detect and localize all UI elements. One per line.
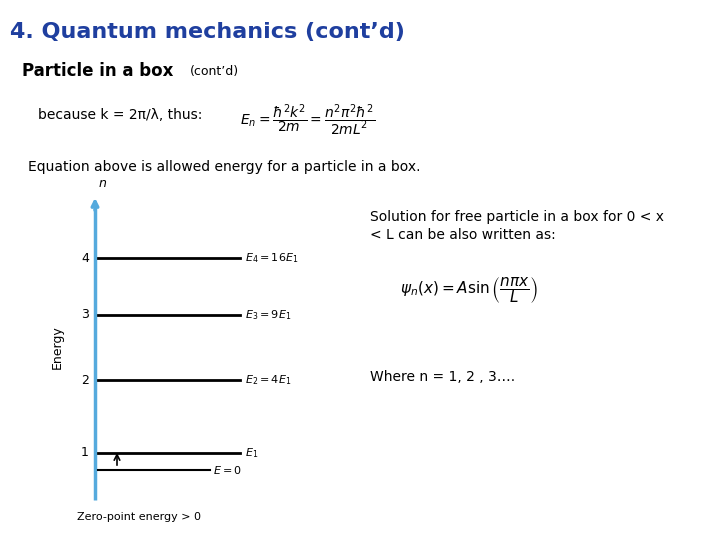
- Text: 4. Quantum mechanics (cont’d): 4. Quantum mechanics (cont’d): [10, 22, 405, 42]
- Text: $E = 0$: $E = 0$: [213, 464, 242, 476]
- Text: because k = 2π/λ, thus:: because k = 2π/λ, thus:: [38, 108, 202, 122]
- Text: $E_3 = 9E_1$: $E_3 = 9E_1$: [245, 308, 292, 322]
- Text: (cont’d): (cont’d): [190, 65, 239, 78]
- Text: < L can be also written as:: < L can be also written as:: [370, 228, 556, 242]
- Text: Particle in a box: Particle in a box: [22, 62, 174, 80]
- Text: 4: 4: [81, 252, 89, 265]
- Text: 3: 3: [81, 308, 89, 321]
- Text: Where n = 1, 2 , 3….: Where n = 1, 2 , 3….: [370, 370, 515, 384]
- Text: $E_4 = 16E_1$: $E_4 = 16E_1$: [245, 251, 298, 265]
- Text: $E_2 = 4E_1$: $E_2 = 4E_1$: [245, 373, 292, 387]
- Text: 1: 1: [81, 447, 89, 460]
- Text: Equation above is allowed energy for a particle in a box.: Equation above is allowed energy for a p…: [28, 160, 420, 174]
- Text: Energy: Energy: [50, 326, 63, 369]
- Text: 2: 2: [81, 374, 89, 387]
- Text: $\psi_n(x) = A\sin\left(\dfrac{n\pi x}{L}\right)$: $\psi_n(x) = A\sin\left(\dfrac{n\pi x}{L…: [400, 275, 538, 305]
- Text: Zero-point energy > 0: Zero-point energy > 0: [77, 512, 201, 522]
- Text: n: n: [99, 177, 107, 190]
- Text: $E_n = \dfrac{\hbar^2 k^2}{2m} = \dfrac{n^2\pi^2\hbar^2}{2mL^2}$: $E_n = \dfrac{\hbar^2 k^2}{2m} = \dfrac{…: [240, 102, 375, 138]
- Text: $E_1$: $E_1$: [245, 446, 258, 460]
- Text: Solution for free particle in a box for 0 < x: Solution for free particle in a box for …: [370, 210, 664, 224]
